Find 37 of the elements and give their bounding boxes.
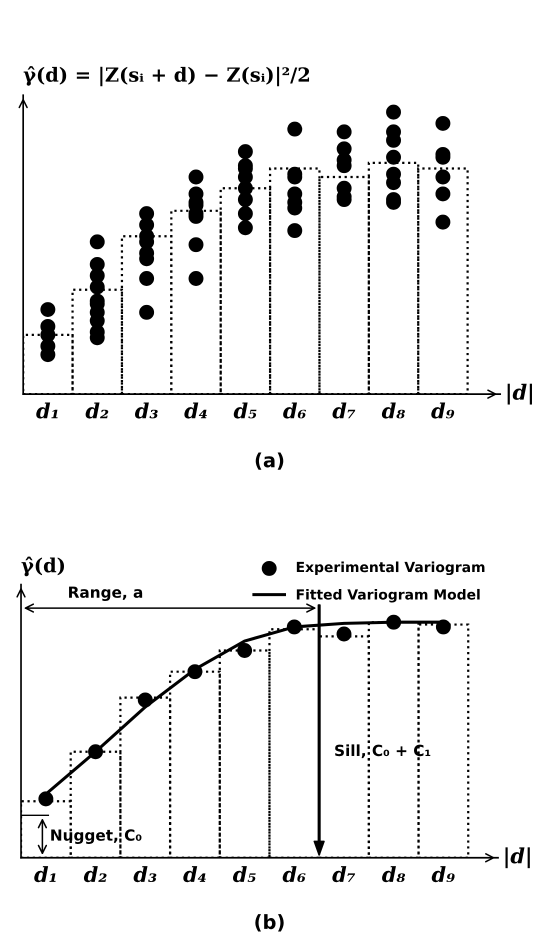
- x-tick-label: d₂: [84, 866, 107, 882]
- y-axis-title: γ̂(d) = |Z(sᵢ + d) − Z(sᵢ)|²/2: [24, 66, 310, 86]
- point: [386, 614, 402, 630]
- x-tick-label: d₉: [431, 402, 454, 419]
- point: [187, 664, 202, 680]
- x-tick-label: d₃: [134, 866, 156, 882]
- point: [38, 791, 54, 806]
- point: [88, 744, 104, 760]
- x-tick-label: d₅: [233, 866, 256, 882]
- text: (b): [255, 914, 284, 932]
- text: Range, a: [69, 586, 142, 602]
- x-tick-label: d₈: [382, 402, 405, 419]
- annotation: Nugget, C₀: [51, 829, 142, 844]
- y-axis-title: γ̂(d): [21, 556, 64, 576]
- x-tick-label: d₆: [283, 402, 306, 419]
- point: [436, 619, 451, 634]
- point: [286, 619, 302, 634]
- x-tick-label: d₁: [34, 866, 56, 882]
- x-tick-label: d₅: [234, 402, 256, 419]
- legend-label: Fitted Variogram Model: [296, 588, 480, 602]
- x-tick-label: d₆: [282, 866, 306, 882]
- x-tick-label: d₃: [135, 402, 158, 419]
- point: [336, 626, 352, 642]
- x-tick-label: d₉: [432, 866, 455, 882]
- x-tick-label: d₈: [382, 866, 406, 882]
- x-tick-label: d₂: [86, 402, 108, 419]
- text: (a): [256, 452, 284, 470]
- point: [237, 643, 252, 658]
- x-tick-label: d₄: [183, 866, 206, 882]
- x-tick-label: d₇: [332, 402, 356, 419]
- x-axis-title: |d|: [505, 847, 530, 868]
- x-tick-label: d₇: [332, 866, 356, 882]
- x-axis-title: |d|: [508, 384, 532, 405]
- x-tick-label: d₄: [184, 402, 207, 419]
- point: [138, 692, 153, 708]
- x-tick-label: d₁: [36, 402, 58, 419]
- legend-label: Experimental Variogram: [296, 562, 484, 576]
